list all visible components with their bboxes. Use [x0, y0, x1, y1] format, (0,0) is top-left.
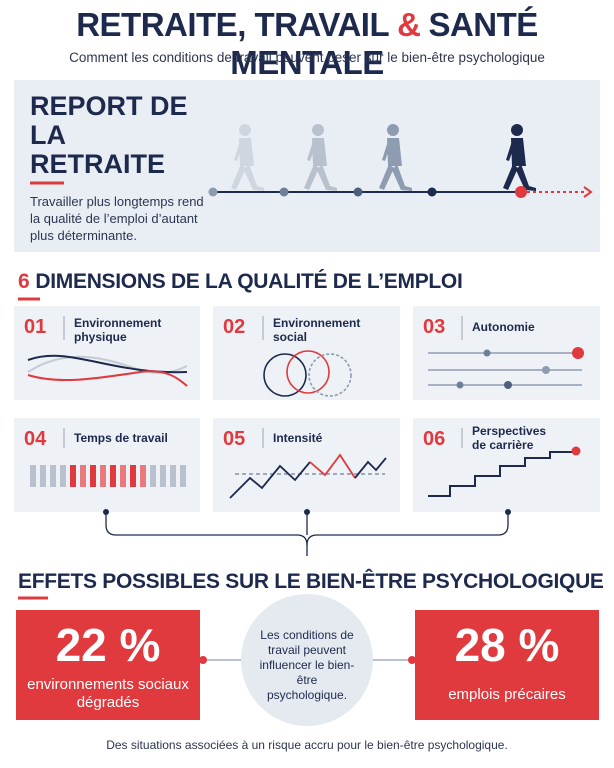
card-number: 03: [423, 316, 446, 338]
dot: [515, 186, 527, 198]
card-label: Environnement physique: [74, 316, 162, 344]
stat-value: 28 %: [454, 619, 560, 671]
icon-autonomy: [428, 347, 584, 389]
card-label: Autonomie: [472, 320, 535, 334]
dot: [208, 187, 218, 197]
subtitle: Comment les conditions de travail peuven…: [69, 50, 545, 65]
footer: Des situations associées à un risque acc…: [106, 738, 508, 752]
arrow: [583, 186, 593, 198]
section-title: 6 DIMENSIONS DE LA QUALITÉ DE L’EMPLOI: [18, 270, 463, 294]
retirement-title: REPORT DE LA RETRAITE: [30, 91, 188, 179]
card-label: Perspectives de carrière: [472, 424, 547, 452]
card-number: 04: [24, 428, 47, 450]
card-number: 05: [223, 428, 246, 450]
stat-box: [16, 610, 200, 720]
section-text: DIMENSIONS DE LA QUALITÉ DE L’EMPLOI: [35, 270, 463, 293]
stat-box: [415, 610, 599, 720]
stat-value: 22 %: [55, 619, 161, 671]
center-text: Les conditions de travail peuvent influe…: [259, 628, 355, 702]
connector: [105, 512, 509, 556]
dot: [427, 187, 437, 197]
stat-label: environnements sociaux dégradés: [27, 676, 189, 711]
icon-social: [263, 350, 352, 397]
title: RETRAITE, TRAVAIL & SANTÉ MENTALE: [0, 6, 614, 82]
stat-label: emplois précaires: [448, 686, 566, 703]
title-part: RETRAITE, TRAVAIL: [76, 6, 390, 43]
dot: [408, 656, 416, 664]
retirement-panel: [14, 80, 600, 252]
retirement-text: Travailler plus longtemps rend la qualit…: [30, 194, 204, 243]
separators: [63, 316, 463, 448]
dot: [279, 187, 289, 197]
card-number: 02: [223, 316, 246, 338]
title-part: SANTÉ MENTALE: [230, 6, 538, 81]
connector-dots: [103, 509, 511, 515]
dot: [353, 187, 363, 197]
section-number: 6: [18, 270, 30, 293]
card-number: 01: [24, 316, 47, 338]
dot: [199, 656, 207, 664]
card-number: 06: [423, 428, 446, 450]
icon-time: [30, 465, 186, 487]
card-label: Temps de travail: [74, 431, 168, 445]
title-part: &: [397, 6, 421, 43]
icon-career: [428, 446, 581, 497]
card-label: Environnement social: [273, 316, 361, 344]
icon-intensity: [229, 453, 387, 499]
section-title: EFFETS POSSIBLES SUR LE BIEN-ÊTRE PSYCHO…: [18, 570, 604, 593]
card-label: Intensité: [273, 431, 323, 445]
icon-physical: [27, 354, 188, 387]
center-circle: [241, 594, 373, 726]
